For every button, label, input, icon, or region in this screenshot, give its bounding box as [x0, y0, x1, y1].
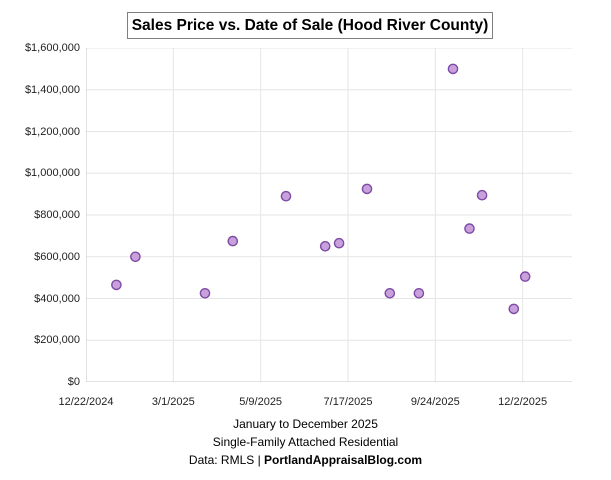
data-point — [130, 251, 141, 263]
chart-captions: January to December 2025 Single-Family A… — [0, 415, 611, 469]
y-tick-label: $1,200,000 — [24, 125, 80, 138]
x-tick-label: 12/22/2024 — [58, 396, 114, 408]
x-tick-label: 9/24/2025 — [410, 396, 460, 408]
caption-data-source: Data: RMLS | PortlandAppraisalBlog.com — [0, 451, 611, 469]
data-point — [333, 237, 345, 249]
caption-property-type: Single-Family Attached Residential — [212, 435, 399, 449]
y-tick-label: $600,000 — [34, 250, 80, 263]
data-point — [464, 223, 475, 234]
data-point — [508, 303, 520, 315]
data-point — [361, 183, 373, 195]
x-tick-label: 3/1/2025 — [151, 396, 195, 408]
chart-title: Sales Price vs. Date of Sale (Hood River… — [127, 12, 493, 39]
data-point — [227, 235, 239, 247]
blog-name: PortlandAppraisalBlog.com — [264, 453, 423, 467]
y-tick-label: $0 — [67, 376, 80, 388]
plot-area — [86, 48, 572, 382]
data-point — [519, 271, 531, 282]
data-source-prefix: Data: RMLS | — [188, 453, 265, 467]
x-tick-label: 5/9/2025 — [239, 396, 283, 408]
data-point — [199, 287, 211, 299]
data-point — [476, 189, 488, 201]
data-point — [413, 287, 425, 299]
y-tick-label: $1,000,000 — [24, 167, 80, 180]
y-tick-label: $400,000 — [34, 292, 80, 305]
caption-date-range: January to December 2025 — [233, 417, 378, 431]
data-point — [384, 287, 396, 299]
data-point — [319, 240, 331, 252]
x-tick-label: 7/17/2025 — [323, 396, 373, 408]
x-tick-label: 12/2/2025 — [498, 396, 548, 408]
y-tick-label: $1,400,000 — [24, 83, 80, 96]
data-point — [111, 279, 122, 291]
data-point — [447, 63, 459, 75]
data-point — [280, 190, 292, 202]
y-tick-label: $1,600,000 — [24, 42, 80, 54]
y-tick-label: $800,000 — [34, 209, 80, 221]
y-tick-label: $200,000 — [34, 334, 80, 347]
